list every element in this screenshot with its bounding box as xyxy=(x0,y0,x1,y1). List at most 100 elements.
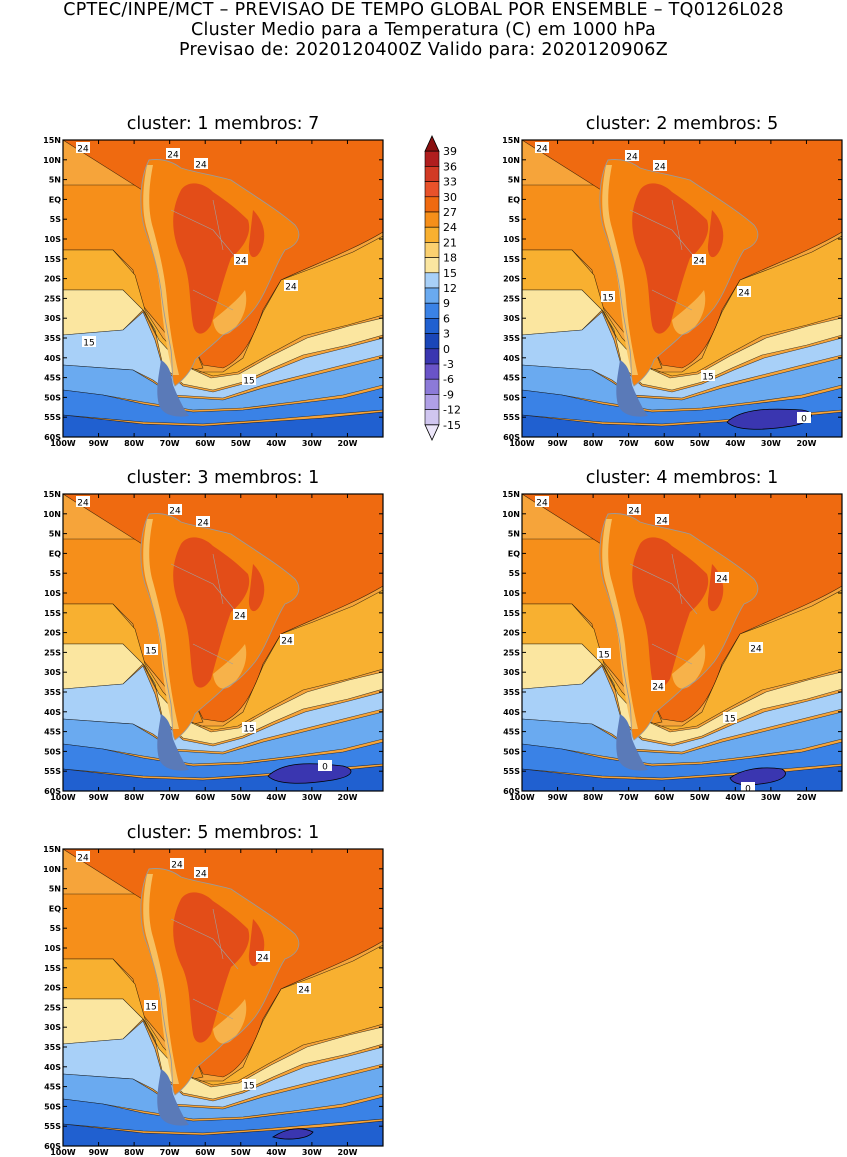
lat-tick-label: 15S xyxy=(503,609,520,618)
contour-label: 24 xyxy=(297,983,311,996)
contour-label: 24 xyxy=(233,609,247,622)
lon-tick-label: 40W xyxy=(725,793,745,802)
country-borders xyxy=(170,199,239,311)
svg-text:24: 24 xyxy=(197,519,209,529)
panel-title-3: cluster: 3 membros: 1 xyxy=(126,468,320,488)
lat-tick-label: 50S xyxy=(44,393,61,402)
lon-tick-label: 40W xyxy=(725,439,745,448)
contour-label: 15 xyxy=(144,1000,158,1013)
svg-text:24: 24 xyxy=(77,854,89,864)
lat-tick-label: 55S xyxy=(44,1122,61,1131)
colorbar-label: -3 xyxy=(443,358,454,371)
svg-text:15: 15 xyxy=(598,651,609,661)
contour-label: 24 xyxy=(284,280,298,293)
coastline xyxy=(140,159,300,387)
svg-text:15: 15 xyxy=(83,339,94,349)
svg-text:24: 24 xyxy=(77,499,89,509)
colorbar-label: 39 xyxy=(443,145,457,158)
country-borders xyxy=(170,553,239,665)
svg-text:24: 24 xyxy=(169,507,181,517)
lat-tick-label: 5N xyxy=(508,530,520,539)
map-frame xyxy=(521,493,843,792)
contour-label: 15 xyxy=(242,722,256,735)
svg-text:24: 24 xyxy=(77,145,89,155)
contour-label: 15 xyxy=(701,370,715,383)
negative-temperature-area xyxy=(272,1128,314,1140)
header-line-3: Previsao de: 2020120400Z Valido para: 20… xyxy=(178,40,669,60)
lat-tick-label: 25S xyxy=(503,294,520,303)
colorbar-swatch xyxy=(424,409,440,426)
lat-tick-label: 45S xyxy=(44,1083,61,1092)
temperature-field-andes xyxy=(602,519,638,729)
lat-tick-label: 35S xyxy=(44,688,61,697)
map-frame xyxy=(62,139,384,438)
lat-tick-label: EQ xyxy=(508,195,520,204)
colorbar-swatch xyxy=(424,226,440,243)
svg-text:24: 24 xyxy=(738,289,750,299)
colorbar-swatch xyxy=(424,211,440,228)
lon-tick-label: 60W xyxy=(195,1148,215,1157)
temperature-field-patag xyxy=(157,360,189,417)
lat-tick-label: 5S xyxy=(50,569,62,578)
lon-tick-label: 100W xyxy=(50,793,76,802)
temperature-field-patag xyxy=(616,714,648,771)
lat-tick-label: 5S xyxy=(50,215,62,224)
svg-text:15: 15 xyxy=(243,377,254,387)
svg-text:15: 15 xyxy=(243,1082,254,1092)
lat-tick-label: 10N xyxy=(43,510,61,519)
colorbar-label: 3 xyxy=(443,328,450,341)
lat-tick-label: 5S xyxy=(509,569,521,578)
contour-label: 0 xyxy=(797,412,811,425)
lon-tick-label: 30W xyxy=(302,1148,322,1157)
panel-title-4: cluster: 4 membros: 1 xyxy=(585,468,779,488)
svg-text:15: 15 xyxy=(724,715,735,725)
svg-text:24: 24 xyxy=(195,870,207,880)
svg-text:24: 24 xyxy=(652,683,664,693)
map-frame xyxy=(62,848,384,1147)
contour-label: 15 xyxy=(242,1079,256,1092)
svg-text:24: 24 xyxy=(628,507,640,517)
lon-tick-label: 80W xyxy=(124,439,144,448)
colorbar-label: -9 xyxy=(443,388,454,401)
lat-tick-label: 15S xyxy=(503,255,520,264)
lat-tick-label: 10N xyxy=(43,156,61,165)
lon-tick-label: 30W xyxy=(761,793,781,802)
lat-tick-label: EQ xyxy=(508,549,520,558)
colorbar-label: 12 xyxy=(443,282,457,295)
svg-text:24: 24 xyxy=(285,283,297,293)
lon-tick-label: 70W xyxy=(619,439,639,448)
svg-text:24: 24 xyxy=(750,645,762,655)
coastline xyxy=(599,159,759,387)
contour-label: 24 xyxy=(194,158,208,171)
colorbar-swatch xyxy=(424,348,440,365)
lat-tick-label: 5N xyxy=(49,530,61,539)
temperature-field-dryS xyxy=(213,290,247,335)
lat-tick-label: 5N xyxy=(508,176,520,185)
colorbar-swatch xyxy=(424,394,440,410)
temperature-field-band3 xyxy=(63,411,383,437)
svg-text:0: 0 xyxy=(322,763,328,773)
contour-label: 15 xyxy=(597,648,611,661)
colorbar-label: -12 xyxy=(443,404,461,417)
lat-tick-label: 45S xyxy=(503,728,520,737)
colorbar-swatch xyxy=(424,257,440,274)
colorbar-swatch xyxy=(424,318,440,334)
lat-tick-label: 10S xyxy=(44,235,61,244)
lon-tick-label: 20W xyxy=(796,793,816,802)
colorbar-label: 24 xyxy=(443,221,457,234)
lon-tick-label: 60W xyxy=(195,793,215,802)
svg-text:15: 15 xyxy=(145,1003,156,1013)
lon-tick-label: 90W xyxy=(89,793,109,802)
svg-text:0: 0 xyxy=(801,415,807,425)
colorbar-swatch xyxy=(424,363,440,380)
colorbar-swatch xyxy=(424,196,440,213)
contour-label: 24 xyxy=(168,504,182,517)
colorbar-swatch xyxy=(424,150,440,167)
lat-tick-label: 10S xyxy=(44,944,61,953)
panel-title-2: cluster: 2 membros: 5 xyxy=(585,114,779,134)
lon-tick-label: 80W xyxy=(583,439,603,448)
lat-tick-label: 30S xyxy=(44,1023,61,1032)
lon-tick-label: 70W xyxy=(619,793,639,802)
svg-text:24: 24 xyxy=(656,517,668,527)
